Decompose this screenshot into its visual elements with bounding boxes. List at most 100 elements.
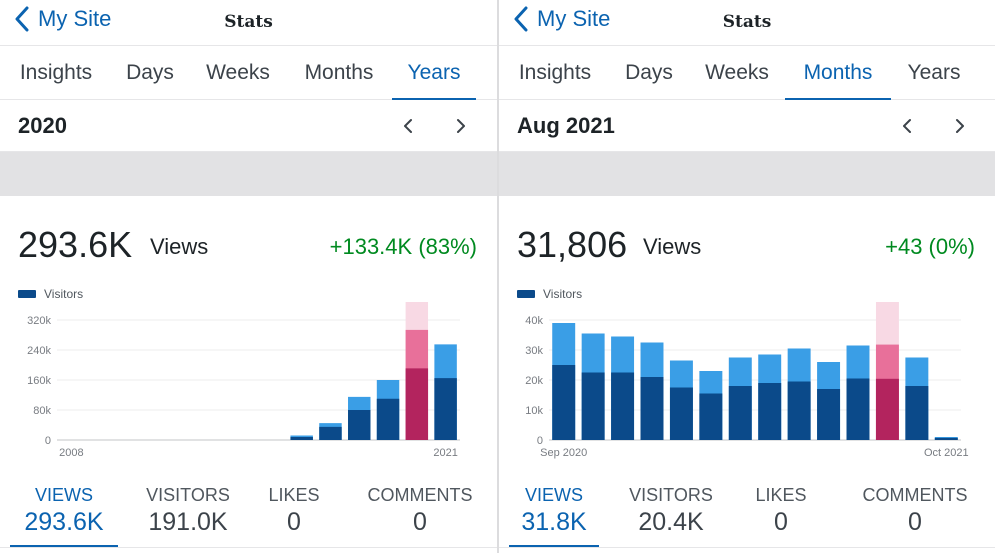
summary-views-label: VIEWS xyxy=(34,485,93,505)
tab-insights[interactable]: Insights xyxy=(518,61,592,84)
visitors-bar[interactable] xyxy=(846,378,870,441)
tab-weeks[interactable]: Weeks xyxy=(206,61,270,84)
section-spacer xyxy=(499,152,995,196)
tab-months[interactable]: Months xyxy=(785,46,891,100)
summary-likes[interactable]: LIKES 0 xyxy=(256,480,332,553)
summary-views[interactable]: VIEWS 293.6K xyxy=(10,480,118,553)
chevron-left-icon[interactable] xyxy=(895,114,919,138)
summary-divider xyxy=(499,547,995,548)
summary-comments[interactable]: COMMENTS 0 xyxy=(356,480,484,553)
visitors-bar[interactable] xyxy=(434,378,457,440)
visitors-bar[interactable] xyxy=(817,389,841,440)
chart-legend: Visitors xyxy=(18,287,83,301)
visitors-bar[interactable] xyxy=(875,378,899,440)
visitors-bar[interactable] xyxy=(581,372,605,441)
summary-comments-value: 0 xyxy=(413,508,427,536)
period-tabs: Insights Days Weeks Months Years xyxy=(499,46,995,100)
visitors-bar[interactable] xyxy=(934,437,958,440)
back-button[interactable]: My Site xyxy=(14,6,111,32)
page-title: Stats xyxy=(224,12,273,32)
summary-views-label: VIEWS xyxy=(524,485,583,505)
y-tick-label: 240k xyxy=(27,345,51,357)
section-spacer xyxy=(0,152,497,196)
tab-years[interactable]: Years xyxy=(907,61,961,84)
legend-label: Visitors xyxy=(543,287,583,301)
stats-panel-months: My Site Stats Insights Days Weeks Months… xyxy=(499,0,995,553)
visitors-bar[interactable] xyxy=(699,393,723,441)
tab-months[interactable]: Months xyxy=(304,61,374,84)
y-tick-label: 20k xyxy=(525,375,543,387)
summary-comments[interactable]: COMMENTS 0 xyxy=(851,480,979,553)
visitors-bar[interactable] xyxy=(319,426,342,440)
views-unit: Views xyxy=(643,234,702,259)
x-tick-label: Oct 2021 xyxy=(924,447,969,459)
chevron-left-icon[interactable] xyxy=(396,114,420,138)
views-total: 293.6K xyxy=(18,224,133,265)
summary-likes[interactable]: LIKES 0 xyxy=(743,480,819,553)
back-button[interactable]: My Site xyxy=(513,6,610,32)
chevron-left-icon xyxy=(514,6,528,32)
chevron-left-icon xyxy=(15,6,29,32)
views-total: 31,806 xyxy=(517,224,628,265)
visitors-bar[interactable] xyxy=(787,381,811,441)
tab-days[interactable]: Days xyxy=(625,61,673,84)
summary-visitors-value: 20.4K xyxy=(638,508,704,536)
visitors-bar[interactable] xyxy=(405,368,429,440)
y-tick-label: 30k xyxy=(525,345,543,357)
views-change: +133.4K (83%) xyxy=(329,234,477,259)
summary-views-value: 293.6K xyxy=(24,508,104,536)
chevron-right-icon[interactable] xyxy=(948,114,972,138)
chevron-right-icon[interactable] xyxy=(449,114,473,138)
y-tick-label: 80k xyxy=(33,405,51,417)
y-tick-label: 10k xyxy=(525,405,543,417)
visitors-bar[interactable] xyxy=(348,410,371,440)
visitors-bar[interactable] xyxy=(611,372,635,441)
visitors-bar[interactable] xyxy=(728,386,752,440)
visitors-bar[interactable] xyxy=(905,386,929,440)
summary-comments-label: COMMENTS xyxy=(367,485,473,505)
summary-divider xyxy=(0,547,497,548)
period-selector: Aug 2021 xyxy=(499,100,995,152)
stats-panel-years: My Site Stats Insights Days Weeks Months… xyxy=(0,0,497,553)
summary-tabs: VIEWS 31.8K VISITORS 20.4K LIKES 0 COMME… xyxy=(499,480,995,553)
summary-likes-label: LIKES xyxy=(755,485,807,505)
period-selector: 2020 xyxy=(0,100,497,152)
visitors-bar[interactable] xyxy=(290,437,313,440)
top-bar: My Site Stats xyxy=(0,0,497,46)
tab-years[interactable]: Years xyxy=(392,46,476,100)
summary-tabs: VIEWS 293.6K VISITORS 191.0K LIKES 0 COM… xyxy=(0,480,497,553)
legend-swatch xyxy=(18,290,36,298)
y-tick-label: 160k xyxy=(27,375,51,387)
y-tick-label: 0 xyxy=(537,435,543,447)
views-change: +43 (0%) xyxy=(885,234,975,259)
back-label: My Site xyxy=(537,6,611,31)
x-tick-label: 2008 xyxy=(59,447,83,459)
views-bar-chart[interactable]: 0 80k 160k 240k 320k 2008 2021 xyxy=(0,300,497,465)
panel-divider xyxy=(497,0,499,553)
tab-insights[interactable]: Insights xyxy=(19,61,93,84)
y-tick-label: 40k xyxy=(525,315,543,327)
visitors-bar[interactable] xyxy=(552,365,576,440)
summary-visitors[interactable]: VISITORS 191.0K xyxy=(130,480,246,553)
y-tick-label: 0 xyxy=(45,435,51,447)
summary-likes-value: 0 xyxy=(774,508,788,536)
summary-views[interactable]: VIEWS 31.8K xyxy=(509,480,599,553)
visitors-bar[interactable] xyxy=(640,377,664,440)
period-label: Aug 2021 xyxy=(517,113,615,138)
summary-visitors-label: VISITORS xyxy=(146,485,230,505)
visitors-bar[interactable] xyxy=(758,383,782,440)
tab-weeks[interactable]: Weeks xyxy=(705,61,769,84)
visitors-bar[interactable] xyxy=(376,398,400,440)
summary-visitors[interactable]: VISITORS 20.4K xyxy=(615,480,727,553)
tab-days[interactable]: Days xyxy=(126,61,174,84)
visitors-bar[interactable] xyxy=(669,387,693,441)
back-label: My Site xyxy=(38,6,112,31)
period-label: 2020 xyxy=(18,113,67,138)
page-title: Stats xyxy=(722,12,772,32)
summary-comments-value: 0 xyxy=(908,508,922,536)
period-tabs: Insights Days Weeks Months Years xyxy=(0,46,497,100)
views-bar-chart[interactable]: 0 10k 20k 30k 40k Sep 2020 Oct 2021 xyxy=(499,300,995,465)
summary-comments-label: COMMENTS xyxy=(862,485,968,505)
x-tick-label: Sep 2020 xyxy=(540,447,587,459)
legend-swatch xyxy=(517,290,535,298)
